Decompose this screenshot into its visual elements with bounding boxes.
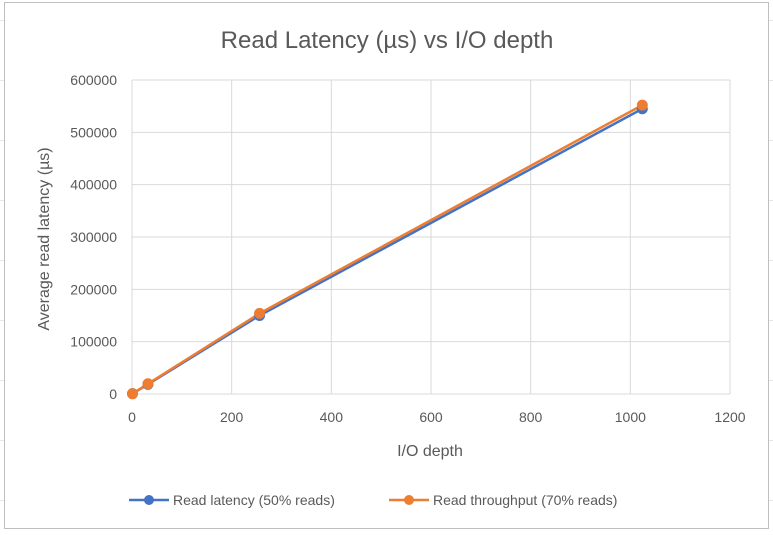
y-tick-label: 0 [109, 386, 117, 402]
chart-title: Read Latency (µs) vs I/O depth [221, 27, 554, 54]
y-tick-label: 200000 [70, 281, 117, 297]
x-tick-label: 1200 [714, 409, 745, 425]
data-point [254, 307, 266, 319]
line-chart: Read Latency (µs) vs I/O depth 0 200 400 60… [36, 27, 746, 508]
x-axis-label: I/O depth [397, 443, 463, 460]
x-tick-label: 800 [519, 409, 543, 425]
legend-marker [404, 495, 414, 505]
y-tick-label: 300000 [70, 229, 117, 245]
y-axis-label: Average read latency (µs) [36, 147, 53, 330]
y-tick-label: 400000 [70, 177, 117, 193]
gridlines [131, 79, 731, 395]
series-line-1 [131, 107, 643, 395]
x-tick-label: 1000 [615, 409, 646, 425]
series-line-2 [131, 104, 643, 395]
x-tick-label: 400 [320, 409, 344, 425]
data-point [126, 388, 138, 400]
legend-label: Read throughput (70% reads) [433, 492, 617, 508]
legend-label: Read latency (50% reads) [173, 492, 335, 508]
y-tick-label: 600000 [70, 72, 117, 88]
x-tick-label: 600 [419, 409, 443, 425]
y-tick-label: 500000 [70, 124, 117, 140]
data-point [142, 378, 154, 390]
x-tick-label: 200 [220, 409, 244, 425]
y-tick-label: 100000 [70, 334, 117, 350]
data-point [636, 99, 648, 111]
x-axis-ticks: 0 200 400 600 800 1000 1200 [128, 409, 746, 425]
series-lines [131, 104, 643, 395]
chart-area[interactable]: Read Latency (µs) vs I/O depth 0 200 400 60… [4, 2, 769, 529]
series-markers [126, 99, 648, 400]
legend: Read latency (50% reads) Read throughput … [129, 492, 617, 508]
legend-marker [144, 495, 154, 505]
x-tick-label: 0 [128, 409, 136, 425]
y-axis-ticks: 0 100000 200000 300000 400000 500000 600000 [70, 72, 117, 402]
